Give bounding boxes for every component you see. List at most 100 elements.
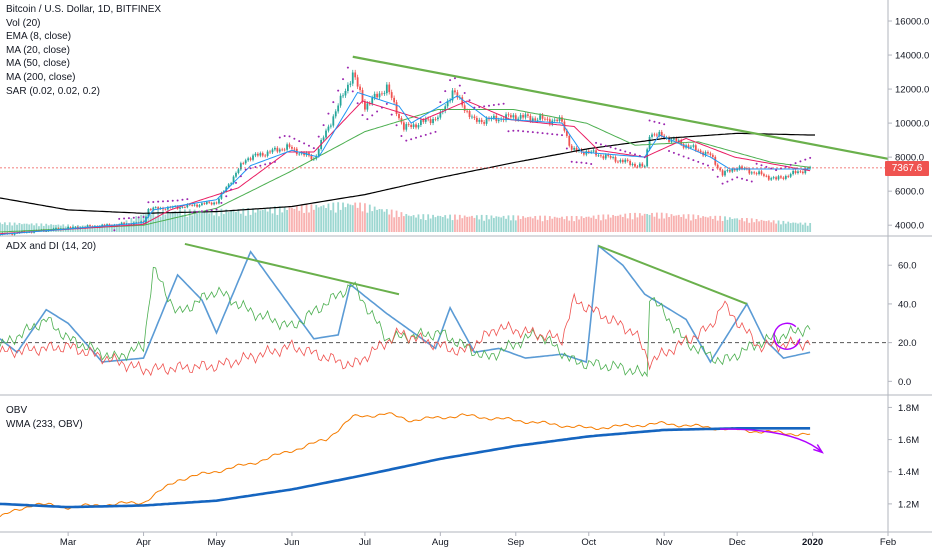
adx-trendline[interactable] [184, 242, 400, 296]
obv-title[interactable]: OBV [6, 405, 28, 416]
di_minus-line [0, 292, 811, 377]
volume-bar [797, 223, 799, 232]
candle-body [687, 145, 690, 148]
candle-body [767, 175, 770, 180]
candle-body [402, 122, 405, 130]
candle-body [220, 192, 223, 199]
candle-body [164, 209, 167, 211]
candle-body [181, 207, 184, 208]
sar-dot [575, 161, 578, 164]
volume-bar [293, 208, 296, 232]
volume-bar [685, 218, 687, 232]
candle-body [198, 205, 201, 207]
volume-bar [677, 214, 680, 232]
candle-body [653, 134, 656, 136]
candle-body [604, 154, 607, 159]
indicator-ma50[interactable]: MA (50, close) [6, 58, 70, 70]
candle-body [461, 97, 464, 106]
sar-dot [127, 217, 130, 220]
sar-dot [677, 153, 680, 156]
candle-body [108, 224, 111, 226]
adx-title[interactable]: ADX and DI (14, 20) [6, 241, 97, 252]
obv-line [0, 412, 811, 518]
price-tick-label: 4000.0 [895, 221, 924, 232]
candle-body [342, 95, 344, 97]
symbol-title[interactable]: Bitcoin / U.S. Dollar, 1D, BITFINEX [6, 4, 162, 15]
volume-bar [709, 216, 712, 232]
price-tick-label: 14000.0 [895, 51, 929, 62]
candle-body [415, 124, 417, 128]
volume-bar [609, 217, 612, 232]
candle-body [697, 150, 700, 152]
volume-bar [429, 218, 432, 232]
candle-body [694, 145, 697, 151]
sar-dot [599, 143, 602, 146]
candle-body [514, 115, 517, 120]
volume-bar [592, 215, 595, 232]
candle-body [492, 115, 495, 118]
sar-dot [434, 130, 437, 133]
candle-body [412, 124, 415, 128]
indicator-ma20[interactable]: MA (20, close) [6, 44, 70, 56]
candle-body [794, 170, 797, 174]
volume-bar [89, 225, 91, 232]
candle-body [478, 119, 481, 122]
indicator-vol[interactable]: Vol (20) [6, 17, 41, 29]
candle-body [286, 144, 288, 150]
sar-dot [585, 162, 588, 165]
time-tick-label: May [208, 537, 226, 548]
price-trendline[interactable] [352, 55, 889, 160]
volume-bar [707, 217, 709, 232]
volume-bar [765, 221, 768, 232]
annotation-arrow[interactable] [720, 428, 823, 453]
volume-bar [315, 204, 318, 232]
volume-bar [334, 212, 337, 232]
price-tick-label: 10000.0 [895, 119, 929, 130]
volume-bar [222, 214, 225, 232]
volume-bar [799, 222, 802, 232]
volume-bar [792, 222, 795, 232]
time-tick-label: Jun [284, 537, 299, 548]
sar-dot [269, 162, 272, 165]
candle-body [407, 124, 410, 125]
candle-body [247, 158, 250, 161]
volume-bar [546, 220, 549, 232]
candle-body [544, 118, 546, 120]
indicator-ma200[interactable]: MA (200, close) [6, 71, 76, 83]
candle-body [274, 147, 276, 150]
candle-body [376, 93, 378, 98]
candle-body [763, 174, 765, 176]
candle-body [600, 155, 602, 157]
candle-body [191, 205, 194, 206]
volume-bar [602, 214, 605, 232]
volume-bar [169, 212, 172, 232]
candle-body [67, 227, 70, 230]
adx-trendline[interactable] [598, 244, 748, 305]
volume-bar [687, 214, 690, 232]
volume-bar [665, 213, 668, 232]
sar-dot [288, 135, 291, 138]
candle-body [568, 135, 571, 146]
candle-body [753, 172, 756, 174]
candle-body [213, 202, 215, 205]
price-tick-label: 8000.0 [895, 153, 924, 164]
candle-body [86, 225, 89, 228]
volume-bar [731, 218, 734, 232]
sar-dot [395, 124, 398, 127]
candle-body [347, 84, 349, 92]
candle-body [385, 84, 388, 94]
volume-bar [738, 219, 741, 232]
indicator-sar[interactable]: SAR (0.02, 0.02, 0.2) [6, 85, 100, 97]
candle-body [548, 119, 551, 125]
candle-body [602, 156, 605, 159]
volume-bar [278, 206, 281, 232]
wma-title[interactable]: WMA (233, OBV) [6, 418, 83, 430]
annotation-circle[interactable] [773, 322, 801, 350]
candle-body [344, 91, 347, 96]
candle-body [364, 101, 366, 110]
volume-bar [295, 206, 298, 232]
candle-body [724, 171, 726, 176]
indicator-ema[interactable]: EMA (8, close) [6, 31, 72, 43]
candle-body [140, 221, 143, 223]
